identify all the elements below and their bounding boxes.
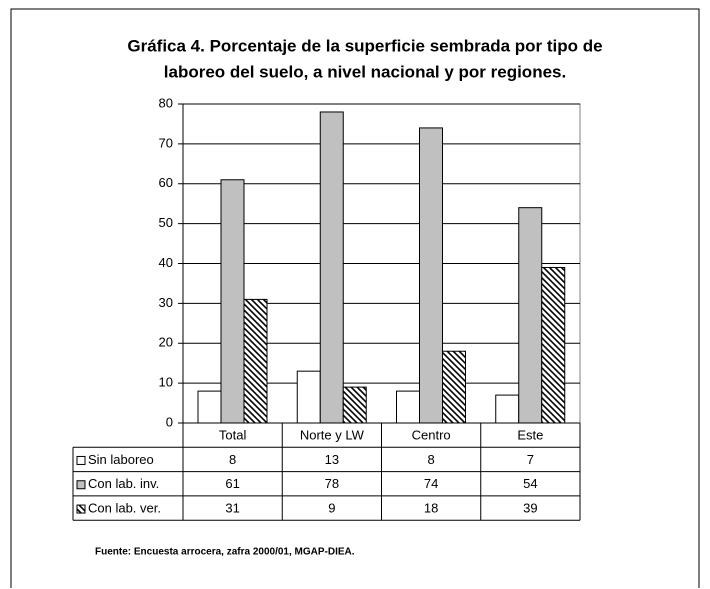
- bar: [442, 350, 466, 424]
- table-value: 8: [428, 452, 435, 467]
- table-value: 8: [229, 452, 236, 467]
- legend-label: Con lab. ver.: [88, 500, 161, 515]
- x-tick-label: Centro: [412, 428, 451, 443]
- bar: [518, 207, 543, 424]
- legend-swatch: [76, 480, 86, 490]
- chart-title: laboreo del suelo, a nivel nacional y po…: [164, 62, 566, 81]
- y-tick-label: 30: [159, 295, 173, 310]
- legend-swatch: [76, 455, 86, 465]
- source-note: Fuente: Encuesta arrocera, zafra 2000/01…: [95, 547, 355, 558]
- bar: [419, 127, 443, 424]
- table-value: 61: [225, 476, 239, 491]
- x-tick-label: Este: [517, 428, 543, 443]
- chart-title: Gráfica 4. Porcentaje de la superficie s…: [127, 36, 602, 55]
- legend-label: Sin laboreo: [88, 452, 154, 467]
- y-tick-label: 10: [159, 375, 173, 390]
- bar: [243, 298, 268, 424]
- x-tick-label: Norte y LW: [300, 428, 365, 443]
- y-tick-label: 20: [159, 335, 173, 350]
- table-value: 78: [325, 476, 339, 491]
- table-value: 74: [424, 476, 438, 491]
- table-value: 13: [325, 452, 339, 467]
- bar: [495, 394, 520, 424]
- table-value: 7: [527, 452, 534, 467]
- table-value: 18: [424, 500, 438, 515]
- y-tick-label: 0: [166, 414, 173, 429]
- table-value: 31: [225, 500, 239, 515]
- legend-swatch: [76, 504, 86, 514]
- table-value: 54: [523, 476, 537, 491]
- y-tick-label: 70: [159, 135, 173, 150]
- bar: [220, 179, 245, 424]
- bar: [396, 390, 420, 424]
- table-value: 39: [523, 500, 537, 515]
- frame: [10, 8, 700, 588]
- y-tick-label: 60: [159, 175, 173, 190]
- bar: [541, 266, 566, 424]
- bar: [342, 386, 367, 424]
- y-tick-label: 50: [159, 215, 173, 230]
- bar: [296, 370, 321, 424]
- bar: [197, 390, 222, 424]
- x-tick-label: Total: [219, 428, 247, 443]
- y-tick-label: 40: [159, 255, 173, 270]
- bar: [319, 111, 344, 424]
- legend-label: Con lab. inv.: [88, 476, 159, 491]
- table-value: 9: [328, 500, 335, 515]
- y-tick-label: 80: [159, 95, 173, 110]
